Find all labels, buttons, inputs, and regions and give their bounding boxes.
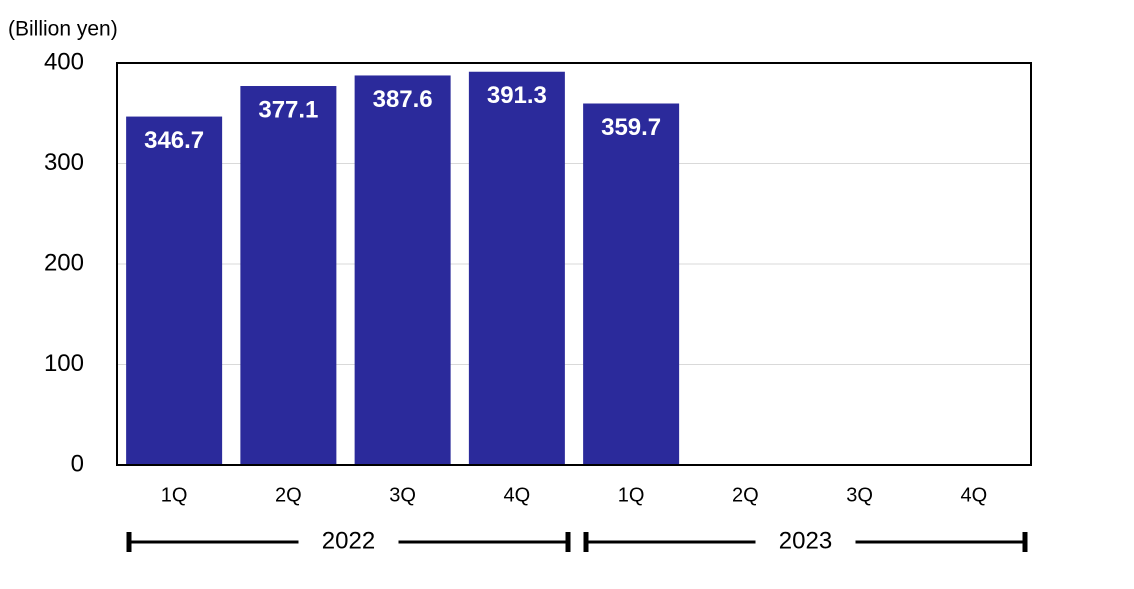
x-tick-label: 3Q <box>389 484 416 506</box>
bar <box>126 116 223 465</box>
y-axis-label: (Billion yen) <box>8 18 118 41</box>
x-group-label: 2023 <box>779 527 832 554</box>
bar <box>240 86 337 466</box>
y-tick-label: 400 <box>44 48 84 75</box>
x-tick-label: 2Q <box>732 484 759 506</box>
x-tick-label: 2Q <box>275 484 302 506</box>
x-group-label: 2022 <box>322 527 375 554</box>
bar <box>468 71 565 465</box>
value-label: 377.1 <box>258 96 318 123</box>
value-label: 346.7 <box>144 127 204 154</box>
value-label: 391.3 <box>487 82 547 109</box>
x-tick-label: 4Q <box>504 484 531 506</box>
bar <box>583 103 680 466</box>
y-tick-label: 100 <box>44 350 84 377</box>
x-tick-label: 4Q <box>961 484 988 506</box>
y-tick-label: 0 <box>71 450 84 477</box>
y-tick-label: 200 <box>44 249 84 276</box>
value-label: 387.6 <box>373 86 433 113</box>
plot-frame <box>116 62 1032 466</box>
x-tick-label: 1Q <box>618 484 645 506</box>
bar <box>354 75 451 465</box>
y-tick-label: 300 <box>44 149 84 176</box>
x-tick-label: 3Q <box>846 484 873 506</box>
x-tick-label: 1Q <box>161 484 188 506</box>
value-label: 359.7 <box>601 114 661 141</box>
